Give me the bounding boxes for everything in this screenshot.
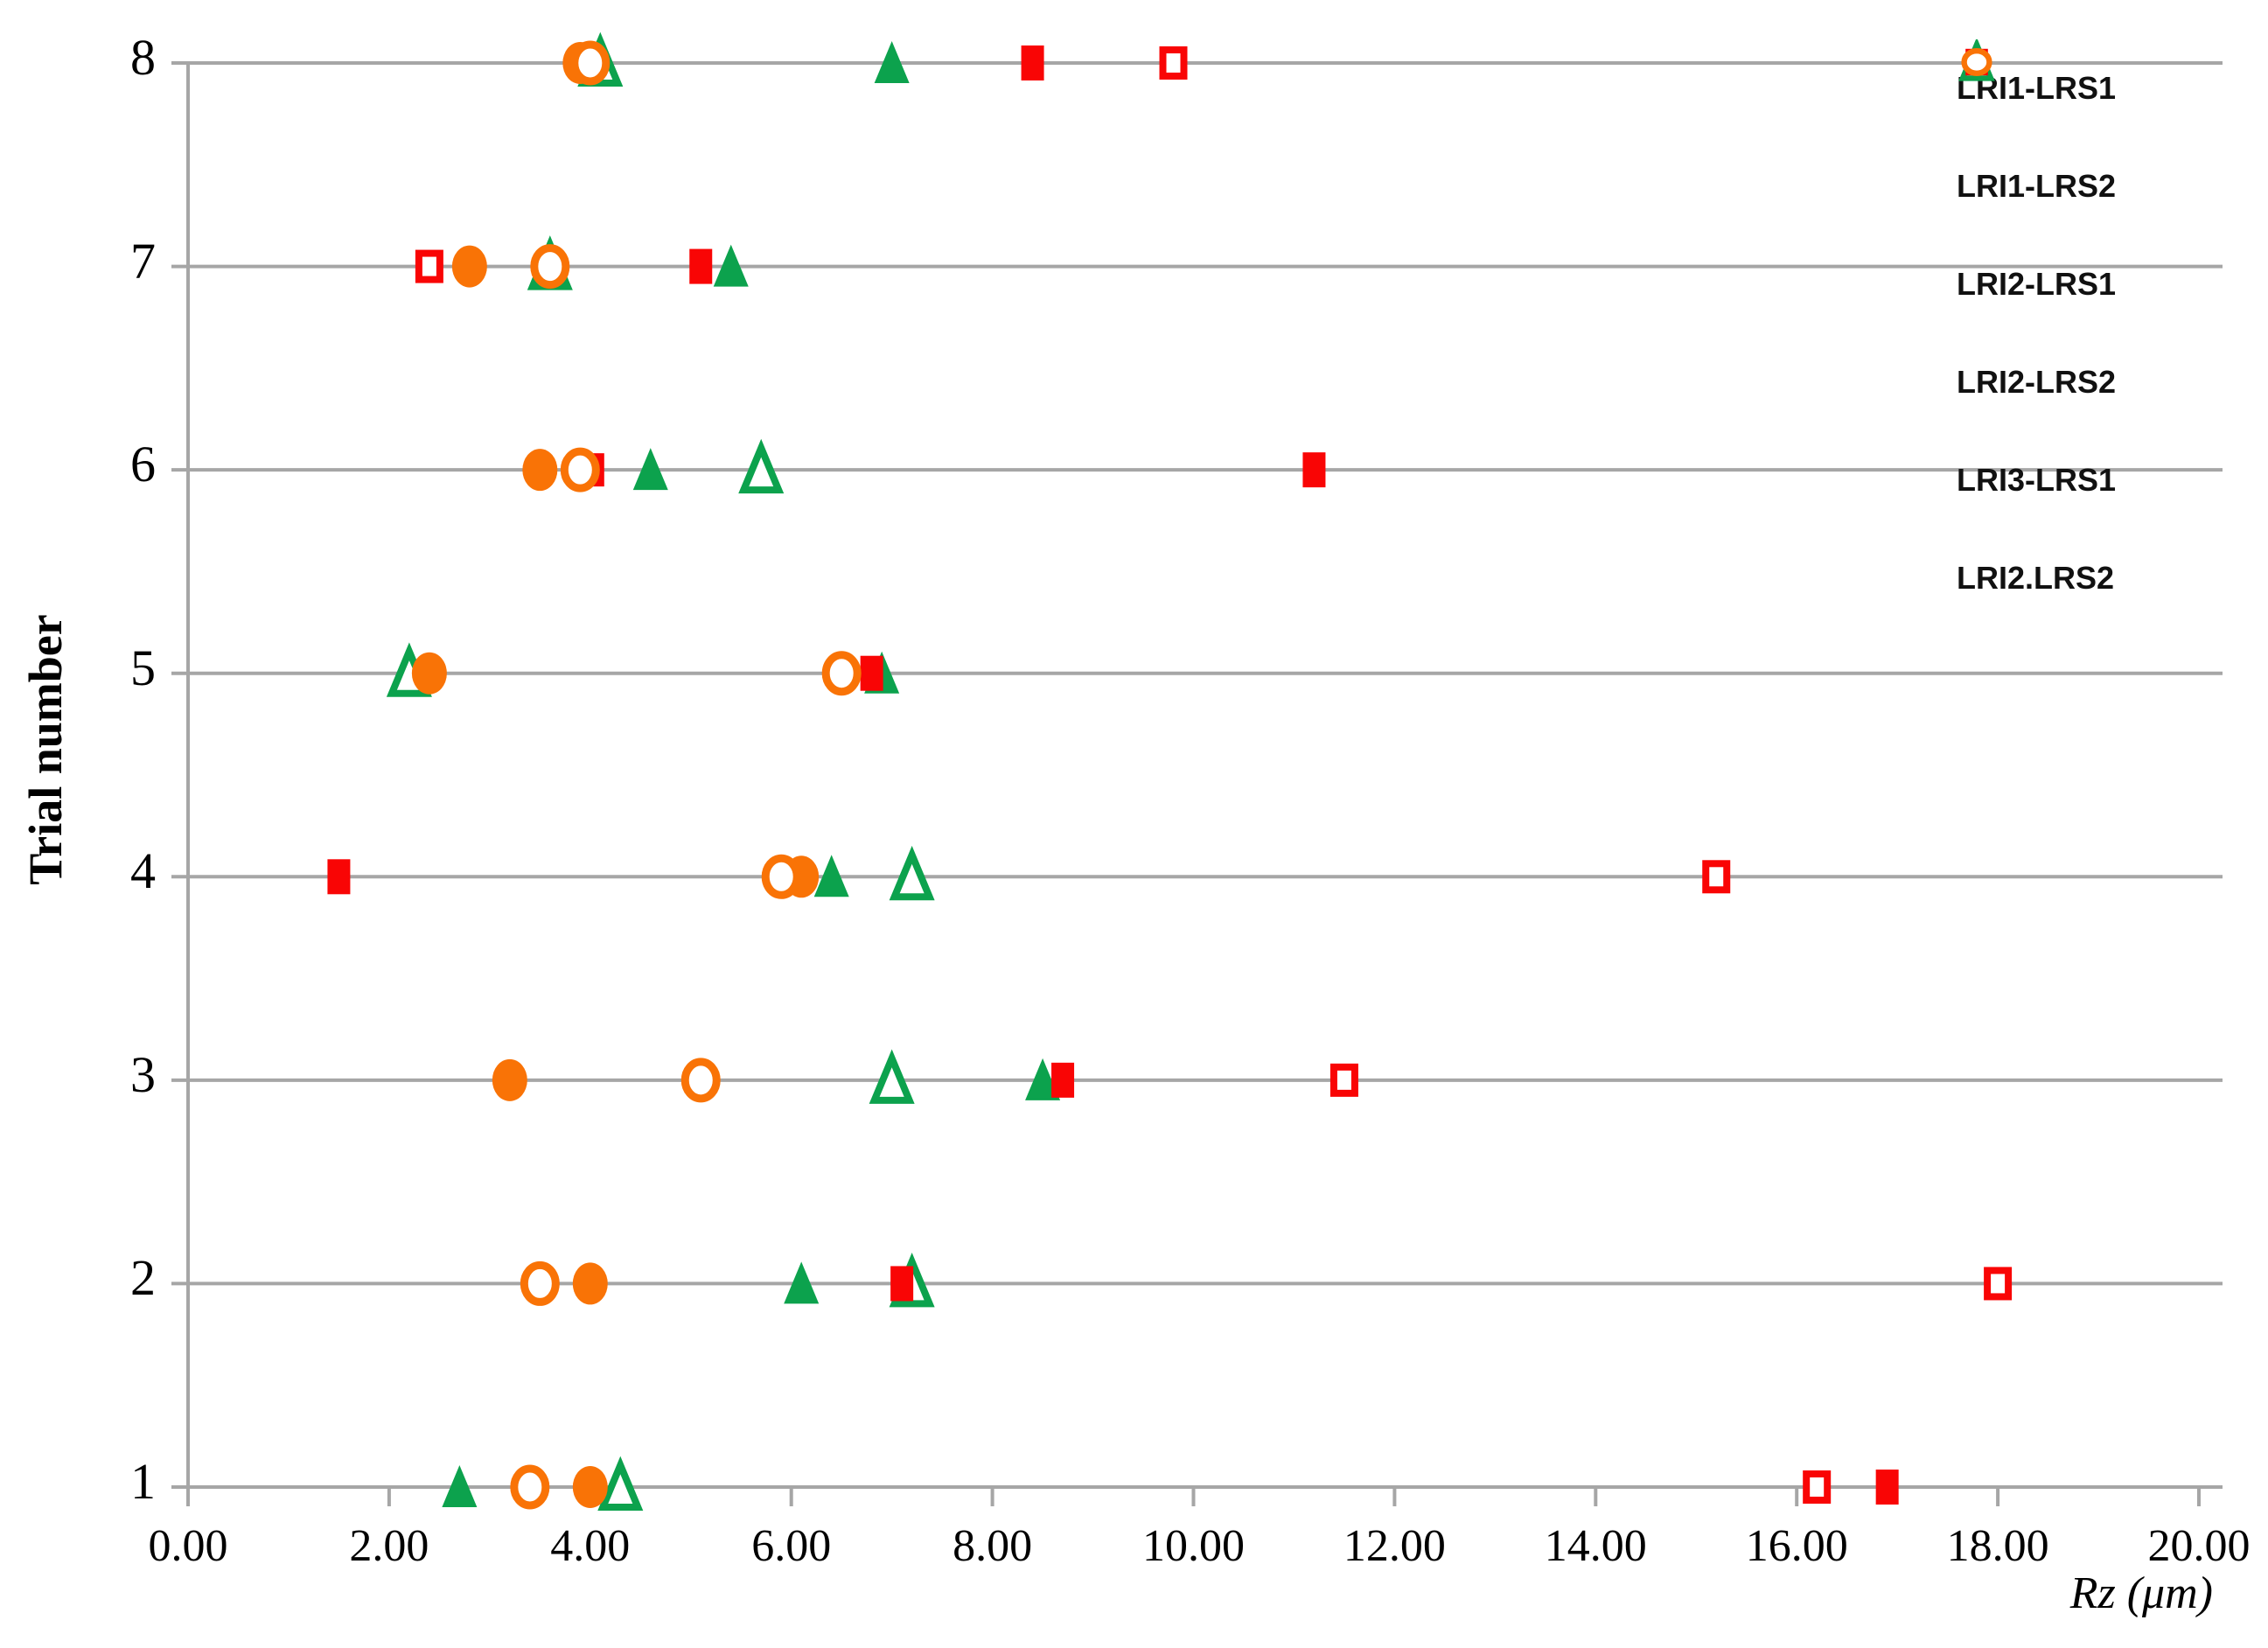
y-axis-title: Trial number (19, 614, 72, 885)
marker-LRI2-LRS2 (1159, 46, 1188, 80)
marker-LRI3-LRS1 (492, 1058, 527, 1101)
legend-label: LRI2.LRS2 (1957, 560, 2115, 596)
x-tick-label: 14.00 (1544, 1521, 1647, 1571)
y-tick-label: 4 (130, 842, 156, 900)
marker-LRI1-LRS1 (813, 855, 849, 897)
legend-label: LRI1-LRS2 (1957, 168, 2117, 204)
open-circle-glyph (1961, 47, 1992, 77)
legend-label: LRI2-LRS2 (1957, 364, 2117, 400)
marker-LRI1-LRS2 (889, 845, 935, 901)
marker-LRI2-LRS1 (1302, 452, 1326, 488)
marker-LRI2.LRS2 (821, 651, 862, 696)
y-tick-label: 1 (130, 1453, 156, 1510)
marker-LRI2-LRS2 (1702, 860, 1731, 894)
x-tick-label: 16.00 (1745, 1521, 1848, 1571)
marker-LRI1-LRS1 (442, 1465, 478, 1507)
marker-LRI2-LRS1 (1051, 1062, 1075, 1098)
marker-LRI2.LRS2 (510, 1464, 550, 1510)
marker-LRI2-LRS1 (890, 1266, 914, 1302)
x-tick-label: 18.00 (1946, 1521, 2049, 1571)
legend-item-LRI1-LRS2: LRI1-LRS2 (1957, 39, 2117, 235)
marker-LRI2-LRS1 (1875, 1470, 1899, 1505)
marker-LRI3-LRS1 (522, 449, 558, 492)
y-tick-label: 2 (130, 1249, 156, 1307)
marker-LRI2.LRS2 (560, 447, 600, 492)
marker-LRI3-LRS1 (411, 652, 447, 695)
marker-LRI2-LRS2 (1803, 1470, 1832, 1504)
marker-LRI2-LRS2 (415, 249, 443, 283)
marker-LRI2.LRS2 (761, 854, 801, 899)
marker-LRI3-LRS1 (572, 1466, 608, 1508)
marker-LRI1-LRS2 (597, 1456, 644, 1511)
marker-LRI2-LRS1 (860, 655, 883, 691)
legend-item-LRI2-LRS2: LRI2-LRS2 (1957, 48, 2117, 431)
marker-LRI2-LRS1 (689, 248, 713, 284)
marker-LRI2-LRS1 (1021, 45, 1044, 81)
y-tick-label: 5 (130, 639, 156, 696)
y-tick-label: 8 (130, 29, 156, 86)
legend-item-LRI2-LRS1: LRI2-LRS1 (1957, 50, 2117, 333)
marker-LRI1-LRS1 (632, 448, 668, 491)
x-tick-label: 8.00 (953, 1521, 1033, 1571)
marker-LRI2.LRS2 (570, 40, 611, 86)
marker-LRI1-LRS1 (784, 1261, 820, 1304)
y-tick-label: 6 (130, 436, 156, 493)
y-tick-label: 7 (130, 232, 156, 290)
x-tick-label: 0.00 (148, 1521, 228, 1571)
marker-LRI3-LRS1 (451, 245, 487, 288)
legend-item-LRI3-LRS1: LRI3-LRS1 (1957, 49, 2117, 529)
x-tick-label: 4.00 (550, 1521, 631, 1571)
legend-item-LRI2.LRS2: LRI2.LRS2 (1957, 47, 2116, 627)
marker-LRI1-LRS2 (738, 438, 785, 494)
y-tick-label: 3 (130, 1045, 156, 1103)
marker-LRI2-LRS2 (1329, 1063, 1358, 1097)
marker-LRI2-LRS2 (1984, 1267, 2013, 1301)
legend-label: LRI2-LRS1 (1957, 266, 2117, 302)
marker-LRI1-LRS1 (874, 41, 910, 84)
x-axis-title: Rz (μm) (2069, 1568, 2213, 1618)
x-tick-label: 20.00 (2147, 1521, 2251, 1571)
legend-label: LRI3-LRS1 (1957, 462, 2117, 498)
x-tick-label: 12.00 (1343, 1521, 1446, 1571)
marker-LRI3-LRS1 (572, 1262, 608, 1305)
marker-LRI2.LRS2 (530, 244, 570, 290)
marker-LRI2.LRS2 (520, 1260, 560, 1306)
x-tick-label: 10.00 (1142, 1521, 1245, 1571)
x-tick-label: 2.00 (349, 1521, 429, 1571)
x-tick-label: 6.00 (751, 1521, 832, 1571)
legend: LRI1-LRS1 LRI1-LRS2 LRI2-LRS1 LRI2-LRS2 LRI3… (1957, 39, 2116, 627)
marker-LRI2-LRS1 (327, 859, 351, 895)
legend-circle-icon (1961, 47, 1992, 77)
marker-LRI1-LRS2 (869, 1049, 915, 1104)
marker-LRI2.LRS2 (680, 1058, 721, 1103)
marker-LRI1-LRS1 (713, 244, 749, 287)
